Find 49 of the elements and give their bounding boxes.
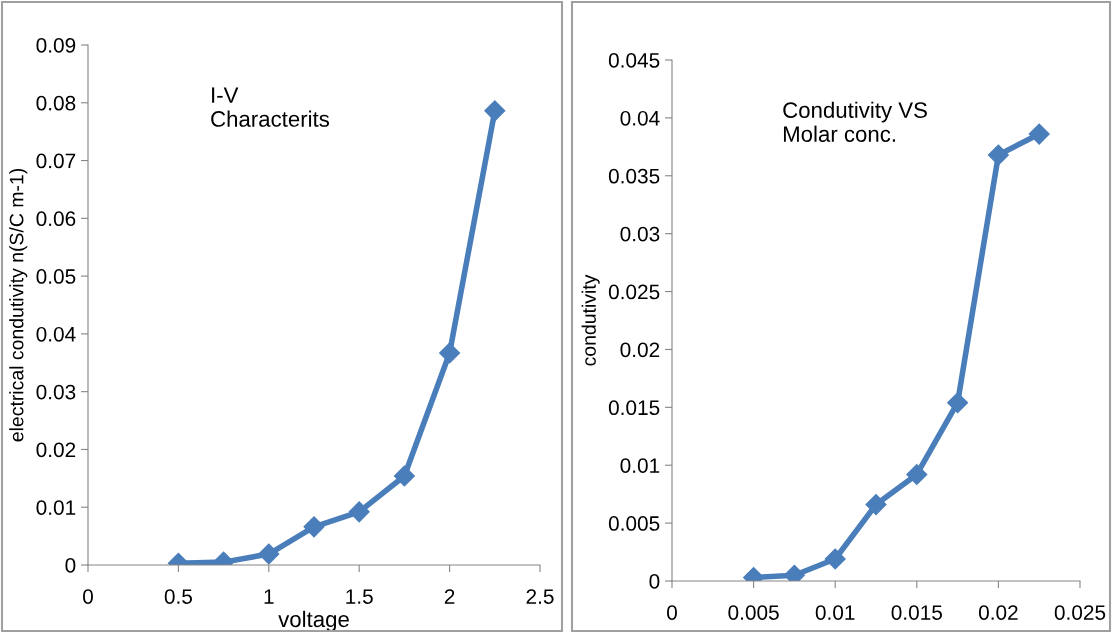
point xyxy=(258,543,280,565)
point xyxy=(987,144,1009,166)
point xyxy=(824,548,846,570)
y-tick-label: 0.015 xyxy=(608,400,660,416)
y-tick-label: 0.07 xyxy=(36,153,76,169)
y-tick-label: 0.04 xyxy=(620,110,660,126)
y-tick-label: 0.03 xyxy=(620,226,660,242)
point xyxy=(865,494,887,516)
annotation: Condutivity VS Molar conc. xyxy=(783,101,927,142)
y-tick-label: 0.06 xyxy=(36,211,76,227)
y-tick-label: 0.025 xyxy=(608,284,660,300)
y-tick-label: 0.09 xyxy=(36,38,76,53)
y-tick-label: 0.045 xyxy=(608,53,660,68)
point xyxy=(393,465,415,487)
y-tick-label: 0.01 xyxy=(36,500,76,515)
x-tick-label: 1 xyxy=(264,589,274,604)
y-tick-label: 0 xyxy=(65,558,76,573)
point xyxy=(947,392,969,414)
annotation: I-V Characterits xyxy=(211,87,330,127)
y-tick-label: 0.02 xyxy=(36,442,76,458)
x-tick-label: 1.5 xyxy=(346,589,373,604)
y-tick-label: 0.08 xyxy=(36,95,76,111)
y-tick-label: 0.005 xyxy=(608,516,660,531)
y-tick-label: 0.02 xyxy=(620,342,660,358)
y-tick-label: 0 xyxy=(649,574,660,589)
x-tick-label: 0.02 xyxy=(978,605,1018,620)
x-tick-label: 0.01 xyxy=(815,605,855,620)
x-tick-label: 0.015 xyxy=(891,605,942,620)
point xyxy=(484,100,506,122)
x-tick-label: 2 xyxy=(444,589,455,604)
x-tick-label: 0 xyxy=(667,605,677,620)
y-tick-label: 0.035 xyxy=(608,168,660,184)
point xyxy=(303,516,325,538)
point xyxy=(906,463,928,486)
x-axis-title: voltage xyxy=(278,610,349,632)
x-tick-label: 0.025 xyxy=(1054,605,1106,620)
y-tick-label: 0.03 xyxy=(36,384,76,400)
y-axis-title: electrical condutivity n(S/C m-1) xyxy=(9,168,28,442)
y-axis-title: condutivity xyxy=(581,274,600,366)
point xyxy=(1028,123,1050,145)
x-tick-label: 2.5 xyxy=(526,589,554,604)
y-tick-label: 0.05 xyxy=(36,269,76,284)
y-tick-label: 0.04 xyxy=(36,326,76,342)
point xyxy=(439,342,461,364)
y-tick-label: 0.01 xyxy=(620,458,660,473)
x-tick-label: 0.5 xyxy=(164,589,193,604)
x-tick-label: 0 xyxy=(83,589,93,604)
x-tick-label: 0.005 xyxy=(728,605,779,620)
point xyxy=(348,501,370,523)
